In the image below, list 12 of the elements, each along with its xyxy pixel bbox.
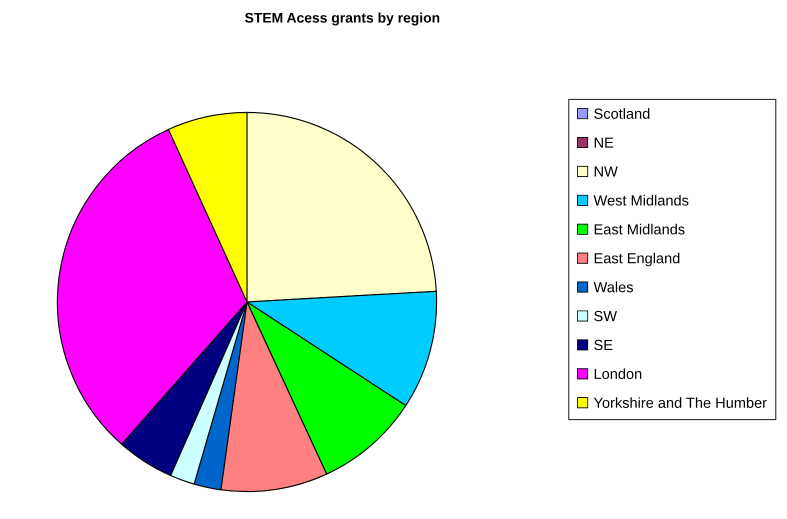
legend-label: SW (594, 310, 617, 322)
legend-label: Yorkshire and The Humber (594, 397, 767, 408)
legend-label: East Midlands (594, 224, 685, 235)
legend-label: NW (594, 166, 618, 177)
legend-label: SE (594, 340, 612, 350)
chart-title: STEM Acess grants by region (244, 12, 440, 26)
legend-label: NE (594, 138, 614, 148)
legend-label: Scotland (594, 108, 650, 119)
legend-label: West Midlands (594, 194, 688, 206)
legend-label: East England (594, 252, 680, 266)
legend-label: London (594, 368, 642, 380)
legend-label: Wales (594, 282, 633, 292)
